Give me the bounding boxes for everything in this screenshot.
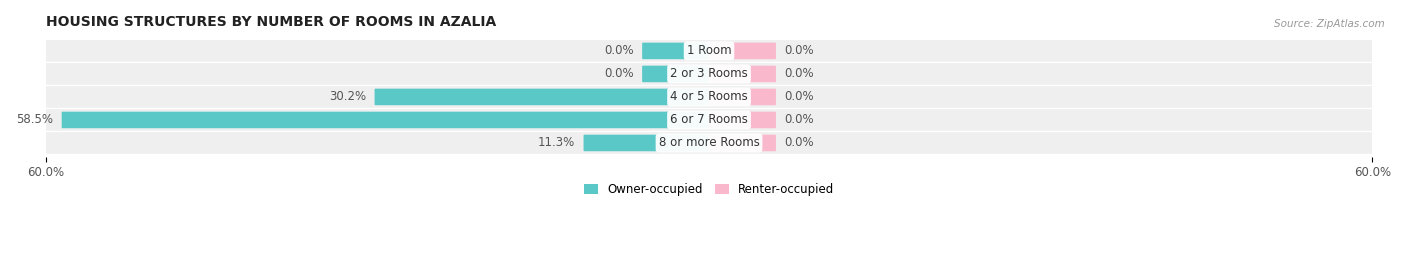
- Text: 0.0%: 0.0%: [785, 114, 814, 126]
- Text: 8 or more Rooms: 8 or more Rooms: [658, 136, 759, 150]
- Text: Source: ZipAtlas.com: Source: ZipAtlas.com: [1274, 19, 1385, 29]
- Text: 1 Room: 1 Room: [686, 44, 731, 57]
- Text: 0.0%: 0.0%: [785, 68, 814, 80]
- FancyBboxPatch shape: [62, 112, 710, 128]
- FancyBboxPatch shape: [45, 86, 1372, 108]
- Text: 0.0%: 0.0%: [605, 44, 634, 57]
- Text: HOUSING STRUCTURES BY NUMBER OF ROOMS IN AZALIA: HOUSING STRUCTURES BY NUMBER OF ROOMS IN…: [45, 15, 496, 29]
- Text: 30.2%: 30.2%: [329, 90, 367, 104]
- FancyBboxPatch shape: [45, 40, 1372, 62]
- FancyBboxPatch shape: [709, 43, 776, 59]
- FancyBboxPatch shape: [45, 132, 1372, 154]
- Text: 0.0%: 0.0%: [785, 90, 814, 104]
- Text: 0.0%: 0.0%: [605, 68, 634, 80]
- FancyBboxPatch shape: [45, 63, 1372, 85]
- FancyBboxPatch shape: [643, 66, 710, 82]
- Text: 0.0%: 0.0%: [785, 44, 814, 57]
- Text: 0.0%: 0.0%: [785, 136, 814, 150]
- FancyBboxPatch shape: [709, 66, 776, 82]
- FancyBboxPatch shape: [709, 89, 776, 105]
- Text: 11.3%: 11.3%: [538, 136, 575, 150]
- FancyBboxPatch shape: [709, 112, 776, 128]
- Text: 2 or 3 Rooms: 2 or 3 Rooms: [671, 68, 748, 80]
- Text: 4 or 5 Rooms: 4 or 5 Rooms: [671, 90, 748, 104]
- Text: 6 or 7 Rooms: 6 or 7 Rooms: [671, 114, 748, 126]
- Legend: Owner-occupied, Renter-occupied: Owner-occupied, Renter-occupied: [579, 179, 839, 201]
- FancyBboxPatch shape: [45, 109, 1372, 131]
- Text: 58.5%: 58.5%: [17, 114, 53, 126]
- FancyBboxPatch shape: [643, 43, 710, 59]
- FancyBboxPatch shape: [709, 135, 776, 151]
- FancyBboxPatch shape: [374, 89, 710, 105]
- FancyBboxPatch shape: [583, 135, 710, 151]
